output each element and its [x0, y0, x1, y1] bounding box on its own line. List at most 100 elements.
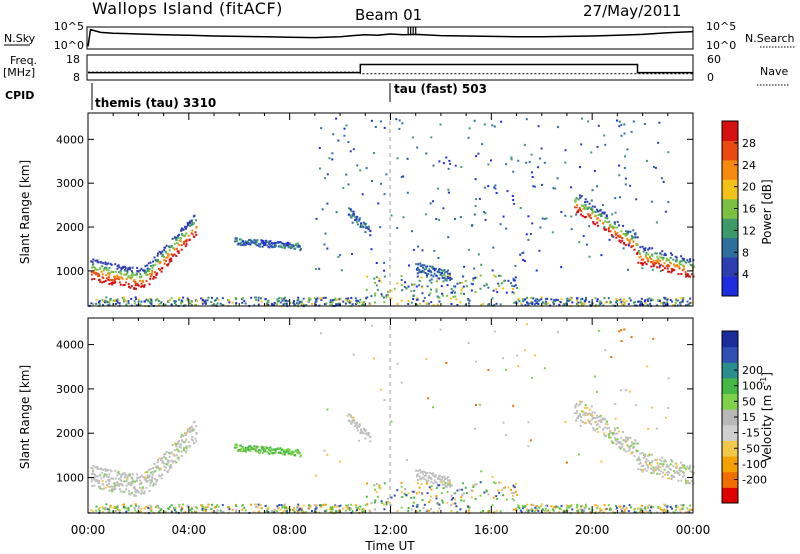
scatter-cell: [109, 506, 112, 509]
scatter-cell: [114, 270, 117, 273]
scatter-cell: [123, 296, 125, 299]
scatter-cell: [604, 349, 607, 352]
scatter-cell: [90, 509, 93, 512]
scatter-cell: [189, 302, 192, 305]
power-x-ticks: [87, 113, 694, 306]
scatter-cell: [289, 453, 292, 456]
scatter-cell: [335, 303, 338, 306]
scatter-cell: [168, 299, 171, 301]
scatter-cell: [526, 301, 528, 304]
noise-panel: N.Sky 10^5 10^0 10^5 10^0 N.Search: [4, 20, 795, 52]
scatter-cell: [416, 304, 419, 306]
scatter-cell: [540, 296, 543, 299]
scatter-cell: [644, 299, 647, 302]
scatter-cell: [425, 273, 428, 276]
scatter-cell: [393, 287, 396, 290]
scatter-cell: [94, 268, 97, 271]
scatter-cell: [420, 276, 423, 279]
scatter-cell: [578, 207, 581, 209]
scatter-cell: [146, 264, 149, 267]
scatter-cell: [134, 302, 137, 305]
scatter-cell: [639, 252, 642, 255]
scatter-cell: [510, 158, 513, 161]
scatter-cell: [583, 302, 586, 305]
scatter-cell: [425, 474, 428, 477]
scatter-cell: [259, 451, 261, 454]
scatter-cell: [675, 465, 678, 468]
scatter-cell: [173, 236, 176, 239]
scatter-cell: [482, 510, 485, 512]
scatter-cell: [248, 448, 251, 451]
scatter-cell: [425, 479, 428, 482]
scatter-cell: [362, 303, 365, 306]
scatter-cell: [94, 273, 97, 276]
scatter-cell: [627, 232, 630, 235]
scatter-cell: [402, 175, 405, 178]
scatter-cell: [257, 299, 260, 302]
colorbar-tick-label: -200: [742, 474, 767, 487]
scatter-cell: [187, 441, 190, 443]
scatter-cell: [428, 302, 430, 305]
scatter-cell: [180, 455, 183, 458]
scatter-cell: [108, 508, 111, 511]
scatter-cell: [259, 245, 261, 248]
scatter-cell: [185, 445, 188, 448]
scatter-cell: [595, 217, 598, 220]
scatter-cell: [600, 213, 603, 216]
scatter-cell: [577, 301, 580, 304]
scatter-cell: [320, 504, 323, 507]
scatter-cell: [415, 263, 418, 266]
scatter-cell: [398, 127, 401, 130]
scatter-cell: [432, 511, 435, 514]
scatter-cell: [400, 284, 403, 287]
scatter-cell: [173, 460, 176, 463]
scatter-cell: [175, 247, 178, 250]
scatter-cell: [688, 467, 691, 470]
scatter-cell: [557, 126, 559, 129]
scatter-cell: [597, 217, 599, 220]
scatter-cell: [99, 280, 102, 283]
scatter-cell: [293, 507, 295, 509]
scatter-cell: [630, 451, 633, 454]
scatter-cell: [577, 510, 580, 513]
scatter-cell: [688, 511, 691, 514]
scatter-cell: [655, 458, 658, 461]
scatter-cell: [513, 292, 516, 295]
scatter-cell: [178, 445, 181, 448]
scatter-cell: [661, 475, 664, 478]
scatter-cell: [124, 473, 127, 476]
scatter-cell: [438, 507, 441, 510]
scatter-cell: [170, 304, 173, 306]
scatter-cell: [452, 290, 455, 293]
scatter-cell: [132, 273, 135, 276]
scatter-cell: [480, 470, 483, 473]
scatter-cell: [149, 297, 152, 300]
scatter-cell: [98, 509, 101, 512]
scatter-cell: [149, 468, 152, 471]
scatter-cell: [442, 207, 445, 210]
scatter-cell: [438, 277, 441, 280]
scatter-cell: [334, 297, 337, 300]
scatter-cell: [659, 299, 661, 302]
scatter-cell: [211, 511, 214, 514]
scatter-cell: [691, 273, 694, 276]
scatter-cell: [543, 161, 546, 164]
scatter-cell: [623, 439, 626, 442]
scatter-cell: [592, 221, 595, 223]
scatter-cell: [680, 461, 683, 464]
scatter-cell: [148, 272, 151, 275]
scatter-cell: [290, 244, 293, 247]
scatter-cell: [528, 160, 531, 163]
scatter-cell: [493, 330, 496, 333]
scatter-cell: [119, 476, 122, 479]
scatter-cell: [637, 300, 640, 303]
scatter-cell: [103, 487, 105, 490]
scatter-cell: [216, 297, 219, 300]
scatter-cell: [408, 264, 410, 267]
scatter-cell: [342, 186, 345, 189]
scatter-cell: [512, 484, 515, 487]
scatter-cell: [305, 511, 308, 513]
scatter-cell: [358, 425, 361, 428]
scatter-cell: [281, 299, 284, 302]
